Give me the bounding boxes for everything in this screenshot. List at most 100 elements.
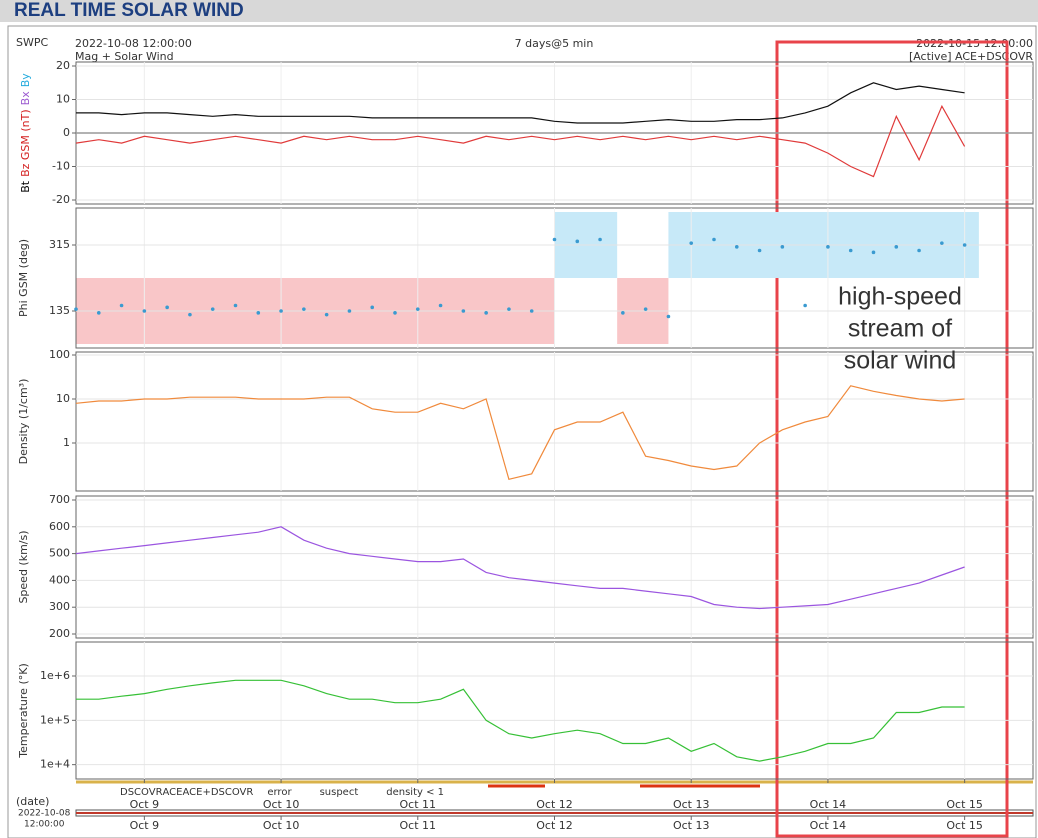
data-point [780,245,785,249]
y-tick-label: 1e+5 [40,713,70,726]
source-label: [Active] ACE+DSCOVR [909,50,1033,63]
data-point [507,307,511,311]
y-tick-label: 500 [49,547,70,560]
data-point [256,311,261,315]
data-point [757,248,762,253]
data-point [734,245,739,249]
x-tick-label: Oct 15 [946,798,983,811]
data-point [415,307,420,311]
date-axis-start-time: 12:00:00 [24,820,65,830]
data-point [803,303,807,308]
data-point [940,241,944,245]
y-tick-label: 1e+6 [40,669,70,682]
data-point [347,309,352,313]
date-axis-start-date: 2022-10-08 [18,809,71,819]
date-tick-label: Oct 15 [946,819,983,832]
data-point [598,237,602,242]
x-tick-label: Oct 9 [130,798,160,811]
data-point [689,241,694,245]
y-tick-label: 100 [49,348,70,361]
annotation-text: stream of [848,315,952,343]
y-tick-label: 300 [49,600,70,613]
status-legend-item: error [267,787,292,798]
data-point [188,312,192,317]
data-point [552,237,557,242]
y-tick-label: -10 [52,160,70,173]
date-axis-label: (date) [16,795,49,808]
status-legend-item: ACE+DSCOVR [182,787,253,798]
date-tick-label: Oct 13 [673,819,710,832]
y-tick-label: 600 [49,520,70,533]
status-legend-item: suspect [320,787,359,798]
data-point [438,303,443,308]
data-point [712,237,716,242]
data-point [529,309,534,313]
data-point [621,311,625,315]
y-axis-label: Temperature (°K) [17,663,30,758]
y-tick-label: 10 [56,392,70,405]
data-point [871,250,876,255]
y-tick-label: 1e+4 [40,758,70,771]
subtitle: Mag + Solar Wind [75,50,174,63]
date-tick-label: Oct 14 [810,819,847,832]
data-point [74,307,78,311]
data-point [666,314,671,319]
date-tick-label: Oct 9 [130,819,160,832]
series-line [75,385,965,481]
y-tick-label: 135 [49,304,70,317]
annotation-text: solar wind [844,347,957,375]
y-tick-label: 20 [56,59,70,72]
data-point [461,309,466,313]
span-label: 7 days@5 min [515,37,594,50]
x-tick-label: Oct 12 [536,798,573,811]
data-point [917,248,921,253]
y-tick-label: 200 [49,627,70,640]
plot-frame [7,25,1037,838]
y-axis-label: Density (1/cm³) [17,379,30,465]
data-point [279,309,283,313]
x-tick-label: Oct 14 [810,798,847,811]
y-axis-label-part: Bx [19,91,32,106]
data-point [894,245,899,249]
y-tick-label: -20 [52,193,70,206]
y-tick-label: 400 [49,573,70,586]
data-point [962,243,967,247]
y-tick-label: 700 [49,493,70,506]
y-tick-label: 1 [63,436,70,449]
data-point [119,303,124,308]
status-legend-item: DSCOVR [120,787,163,798]
x-tick-label: Oct 10 [263,798,300,811]
status-legend-item: ACE [163,787,183,798]
data-point [575,239,580,244]
status-legend-item: density < 1 [386,787,444,798]
org-label: SWPC [16,36,48,49]
data-point [302,307,306,311]
header-bar [0,0,1038,22]
series-line [76,679,965,762]
data-point [324,312,329,317]
date-tick-label: Oct 10 [263,819,300,832]
y-axis-label-part: Bt [19,180,32,193]
date-tick-label: Oct 12 [536,819,573,832]
data-point [142,309,147,313]
y-axis-label-part: Bz GSM (nT) [19,109,32,177]
data-point [370,305,375,310]
data-point [96,311,101,315]
data-point [848,248,853,253]
annotation-text: high-speed [838,283,962,311]
x-tick-label: Oct 13 [673,798,710,811]
y-tick-label: 315 [49,238,70,251]
data-point [210,307,215,311]
data-point [165,305,169,310]
series-line [76,82,965,124]
x-tick-label: Oct 11 [400,798,437,811]
y-axis-label: Phi GSM (deg) [17,239,30,317]
highlight-box [775,40,1009,838]
data-point [643,307,648,311]
y-axis-label: Speed (km/s) [17,530,30,603]
page-title: REAL TIME SOLAR WIND [14,0,244,21]
y-axis-label: Bt Bz GSM (nT) Bx By [19,73,32,193]
date-tick-label: Oct 11 [400,819,437,832]
